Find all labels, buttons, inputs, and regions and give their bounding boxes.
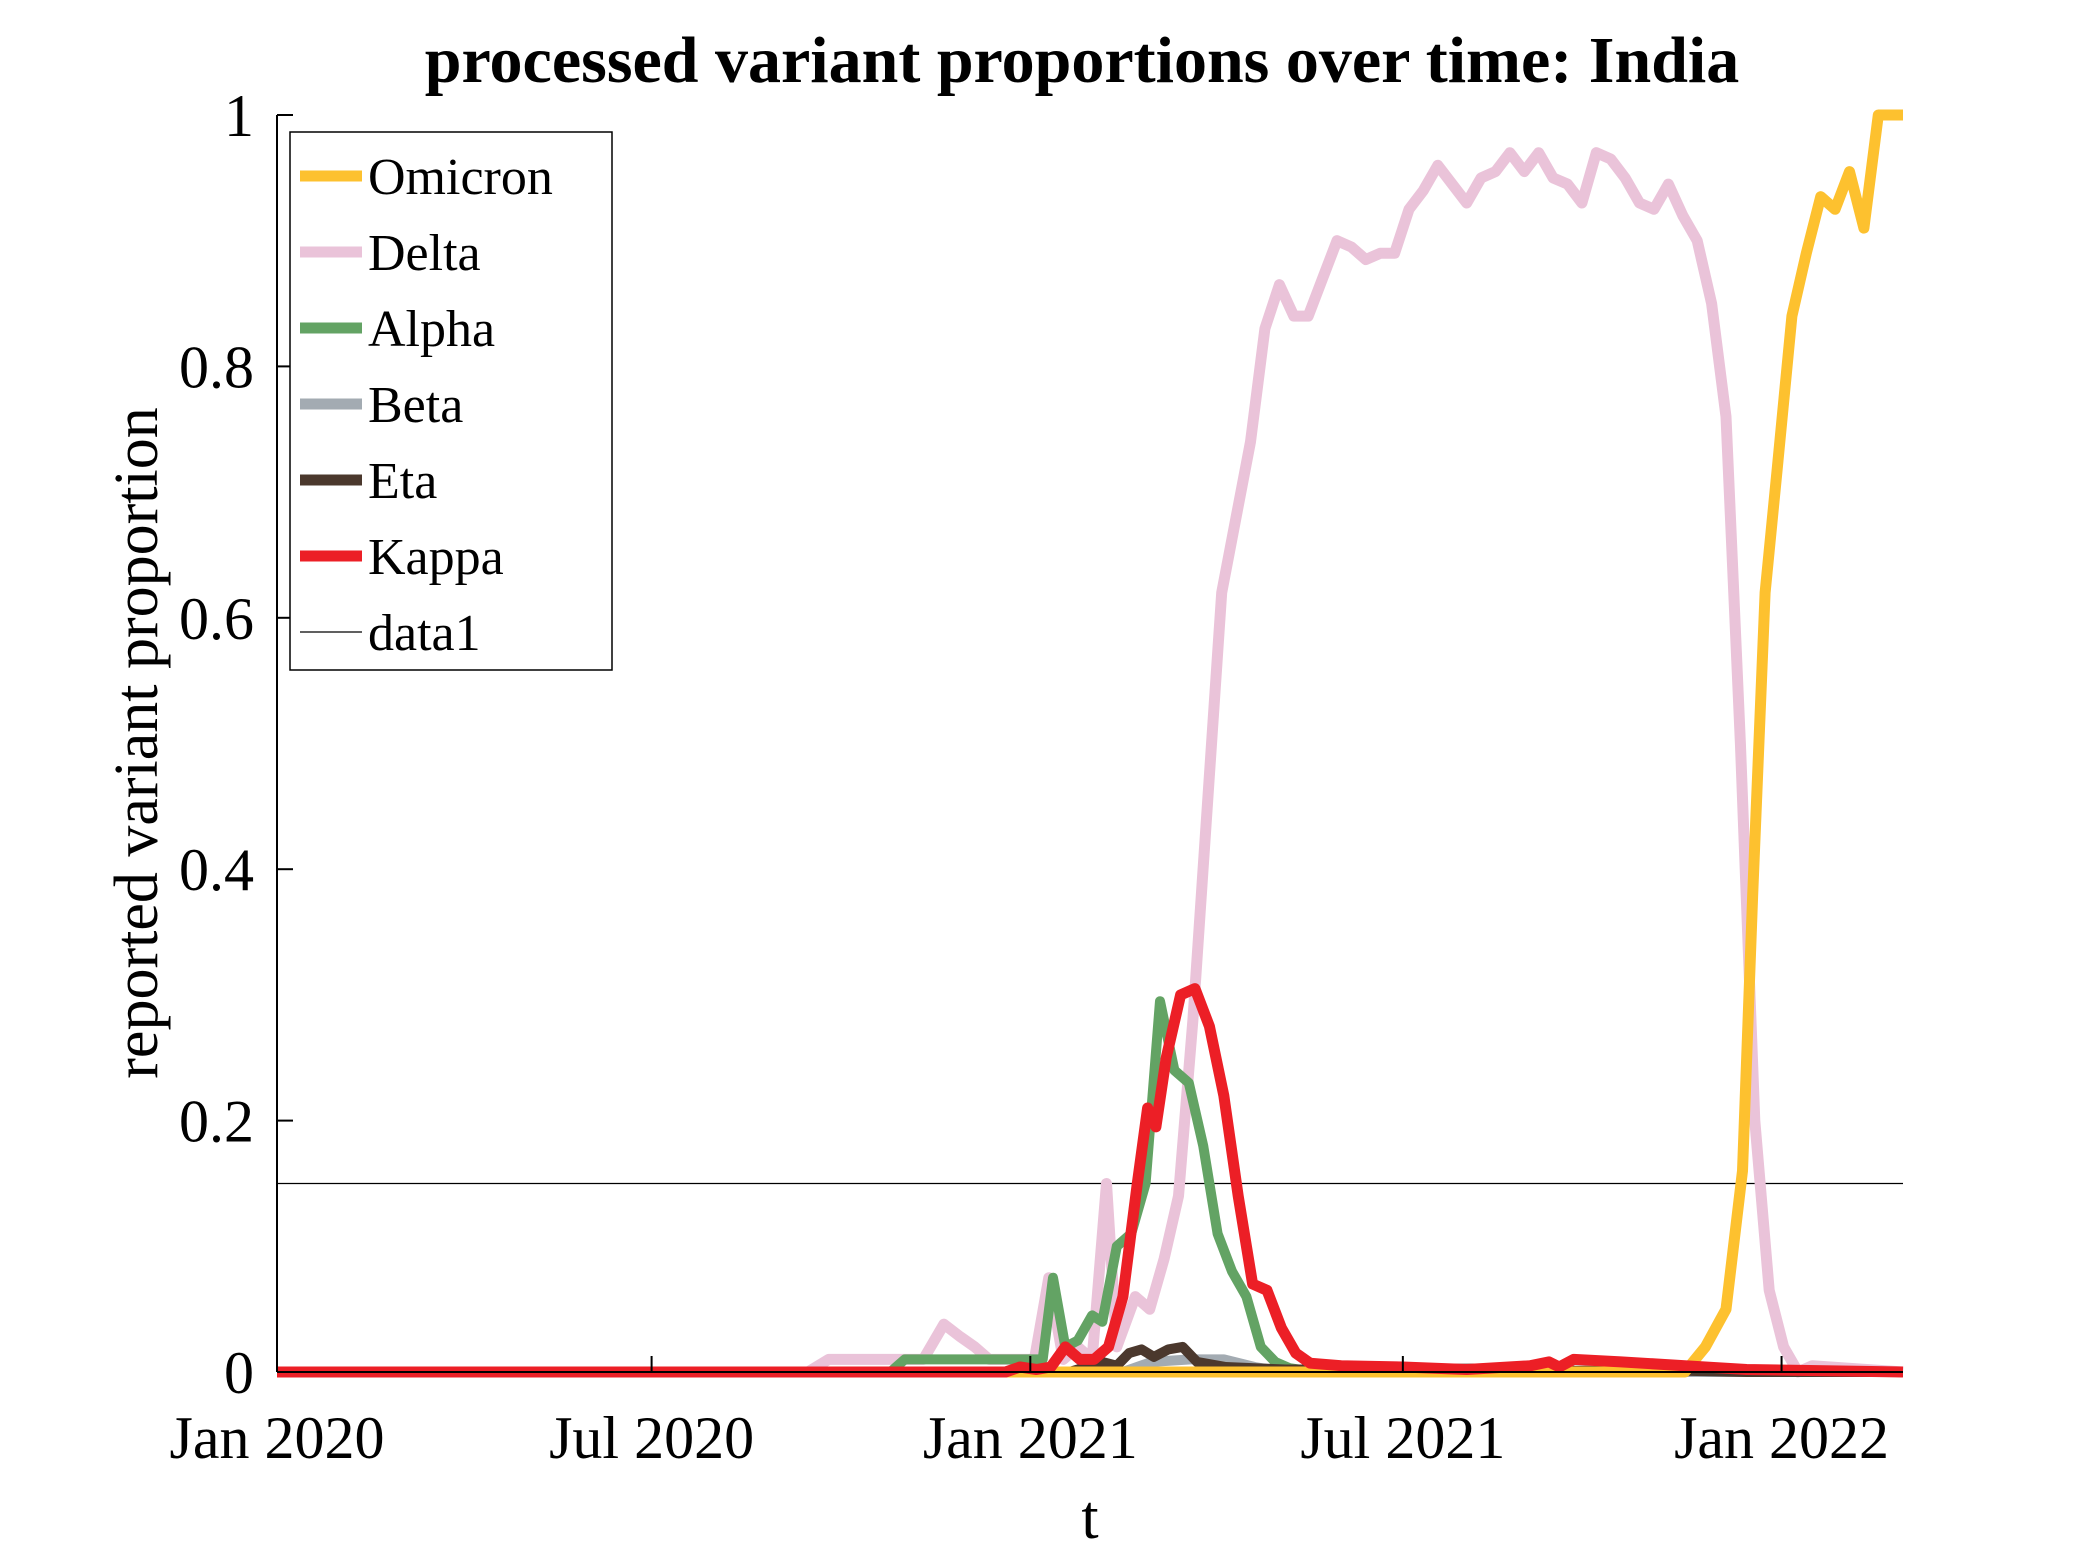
series-line-omicron	[277, 109, 1903, 1378]
y-ticks: 0 0.2 0.4 0.6 0.8 1	[179, 83, 293, 1406]
y-tick-label: 0.4	[179, 837, 254, 903]
y-tick-label: 0	[224, 1340, 254, 1406]
y-axis-label: reported variant proportion	[103, 407, 171, 1078]
x-axis-label: t	[1081, 1484, 1098, 1546]
x-tick-label: Jan 2020	[170, 1405, 385, 1471]
legend-label-alpha: Alpha	[368, 301, 495, 358]
series-layer	[277, 109, 1904, 1378]
x-tick-label: Jan 2022	[1674, 1405, 1889, 1471]
legend-label-beta: Beta	[368, 377, 463, 434]
x-tick-label: Jan 2021	[923, 1405, 1138, 1471]
x-tick-label: Jul 2021	[1300, 1405, 1505, 1471]
legend: Omicron Delta Alpha Beta Eta Kappa data1	[289, 131, 613, 671]
legend-label-omicron: Omicron	[368, 149, 553, 206]
x-tick-label: Jul 2020	[549, 1405, 754, 1471]
legend-label-eta: Eta	[368, 453, 437, 510]
plot-area: Jan 2020 Jul 2020 Jan 2021 Jul 2021 Jan 2022…	[170, 83, 1904, 1471]
y-tick-label: 0.2	[179, 1089, 254, 1155]
y-tick-label: 0.6	[179, 586, 254, 652]
series-line-alpha	[277, 996, 1903, 1377]
x-ticks: Jan 2020 Jul 2020 Jan 2021 Jul 2021 Jan 2022	[170, 1356, 1889, 1471]
series-line-kappa	[277, 983, 1904, 1378]
y-tick-label: 0.8	[179, 334, 254, 400]
legend-label-delta: Delta	[368, 225, 481, 282]
legend-label-data1: data1	[368, 605, 481, 662]
chart-title: processed variant proportions over time:…	[425, 24, 1740, 97]
legend-label-kappa: Kappa	[368, 529, 504, 586]
y-tick-label: 1	[224, 83, 254, 149]
